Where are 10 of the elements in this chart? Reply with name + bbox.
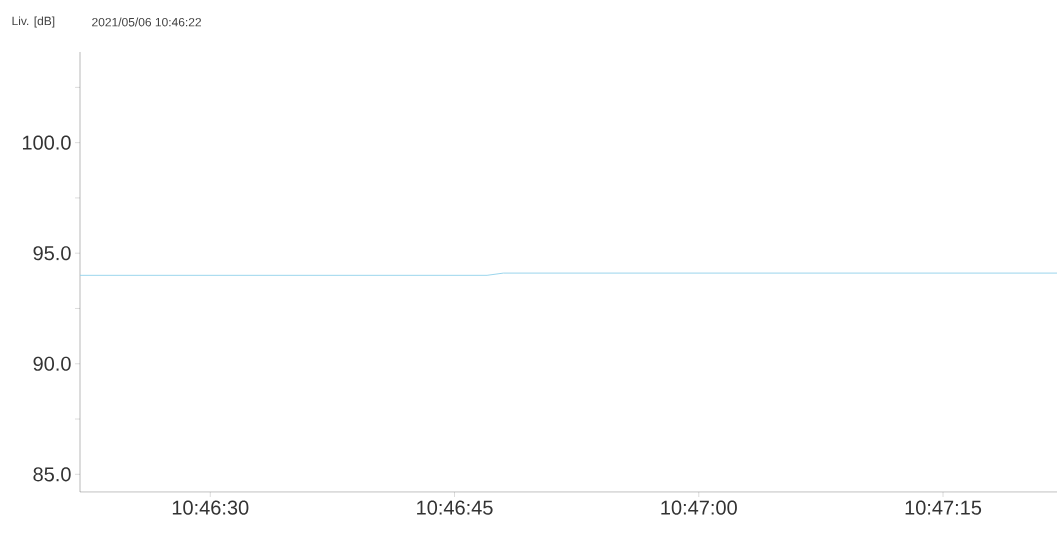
y-tick-label: 85.0 (33, 467, 71, 482)
y-axis-title: Liv. [dB] (12, 16, 55, 28)
y-tick-label: 90.0 (33, 356, 71, 371)
x-tick-label: 10:46:45 (417, 500, 493, 515)
y-tick-label: 100.0 (22, 135, 71, 150)
x-tick-label: 10:46:30 (172, 500, 249, 515)
y-tick-label: 95.0 (33, 246, 71, 261)
x-tick-label: 10:47:00 (661, 500, 737, 515)
chart-title: 2021/05/06 10:46:22 (92, 17, 202, 27)
x-tick-label: 10:47:15 (905, 500, 982, 515)
